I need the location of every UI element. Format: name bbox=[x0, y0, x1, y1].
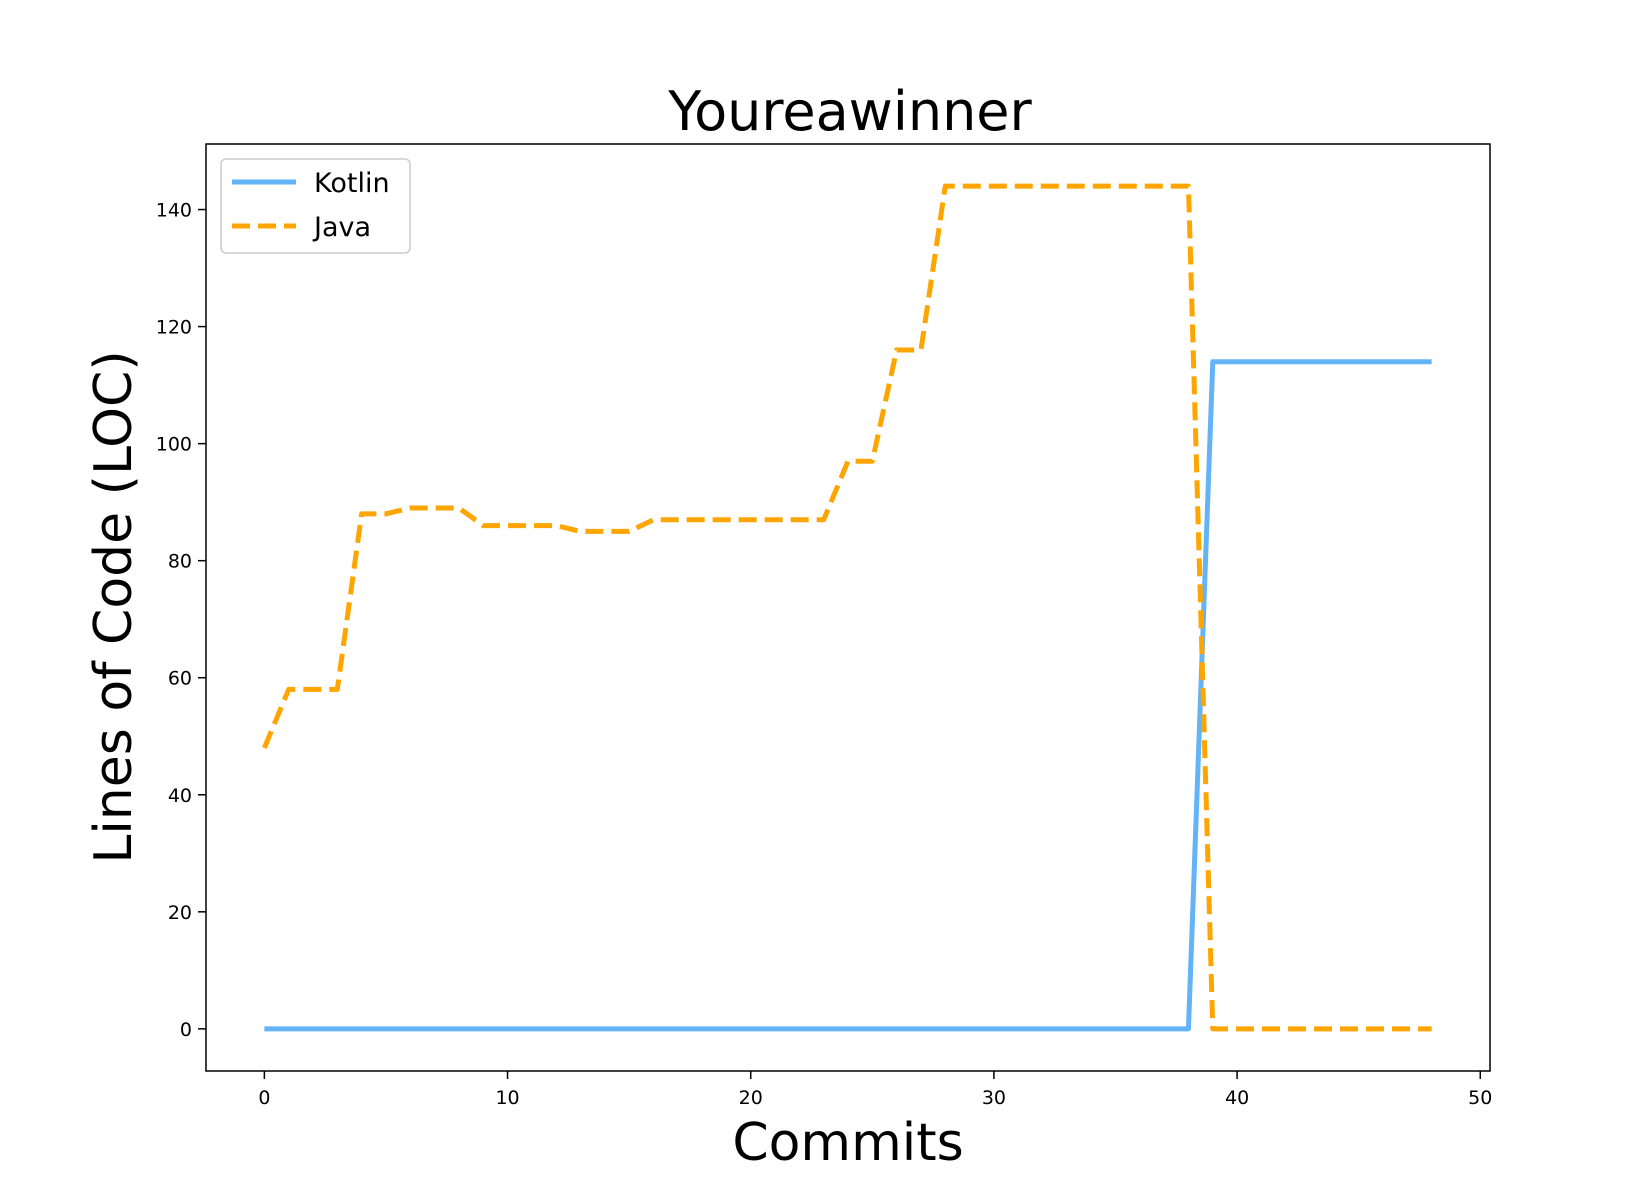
y-tick-label: 20 bbox=[168, 902, 192, 924]
x-tick-label: 10 bbox=[495, 1087, 519, 1109]
y-tick-label: 100 bbox=[156, 434, 192, 456]
series-line-kotlin bbox=[264, 359, 1432, 1032]
y-tick-label: 140 bbox=[156, 200, 192, 222]
x-tick-label: 0 bbox=[258, 1087, 270, 1109]
series-line-java bbox=[262, 183, 1432, 1032]
series-layer bbox=[262, 183, 1432, 1032]
y-tick-label: 0 bbox=[180, 1019, 192, 1041]
y-axis: 0 20 40 60 80 100 120 140 bbox=[156, 200, 206, 1041]
legend-kotlin-label: Kotlin bbox=[314, 168, 390, 199]
y-tick-label: 60 bbox=[168, 668, 192, 690]
legend-java-label: Java bbox=[312, 212, 371, 243]
y-tick-label: 40 bbox=[168, 785, 192, 807]
chart-title: Youreawinner bbox=[667, 80, 1032, 143]
x-tick-label: 30 bbox=[982, 1087, 1006, 1109]
plot-frame bbox=[205, 143, 1491, 1072]
x-tick-label: 50 bbox=[1468, 1087, 1492, 1109]
x-axis: 0 10 20 30 40 50 bbox=[258, 1071, 1492, 1109]
x-tick-label: 40 bbox=[1225, 1087, 1249, 1109]
x-axis-label: Commits bbox=[732, 1113, 963, 1173]
legend: Kotlin Java bbox=[220, 158, 411, 254]
y-tick-label: 120 bbox=[156, 317, 192, 339]
x-tick-label: 20 bbox=[739, 1087, 763, 1109]
y-axis-label: Lines of Code (LOC) bbox=[84, 350, 144, 863]
y-tick-label: 80 bbox=[168, 551, 192, 573]
